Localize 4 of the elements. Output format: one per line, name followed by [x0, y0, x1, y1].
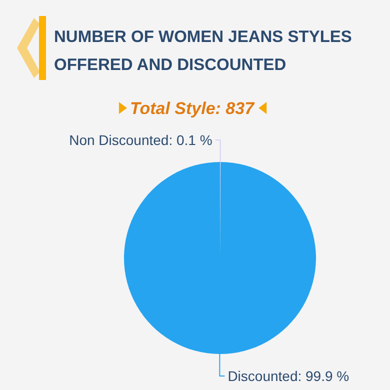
chart-subtitle: Total Style: 837	[130, 99, 256, 118]
chart-title: NUMBER OF WOMEN JEANS STYLES OFFERED AND DISCOUNTED	[54, 28, 352, 74]
slice-label: Discounted: 99.9 %	[228, 368, 350, 384]
slice-label: Non Discounted: 0.1 %	[69, 132, 212, 148]
